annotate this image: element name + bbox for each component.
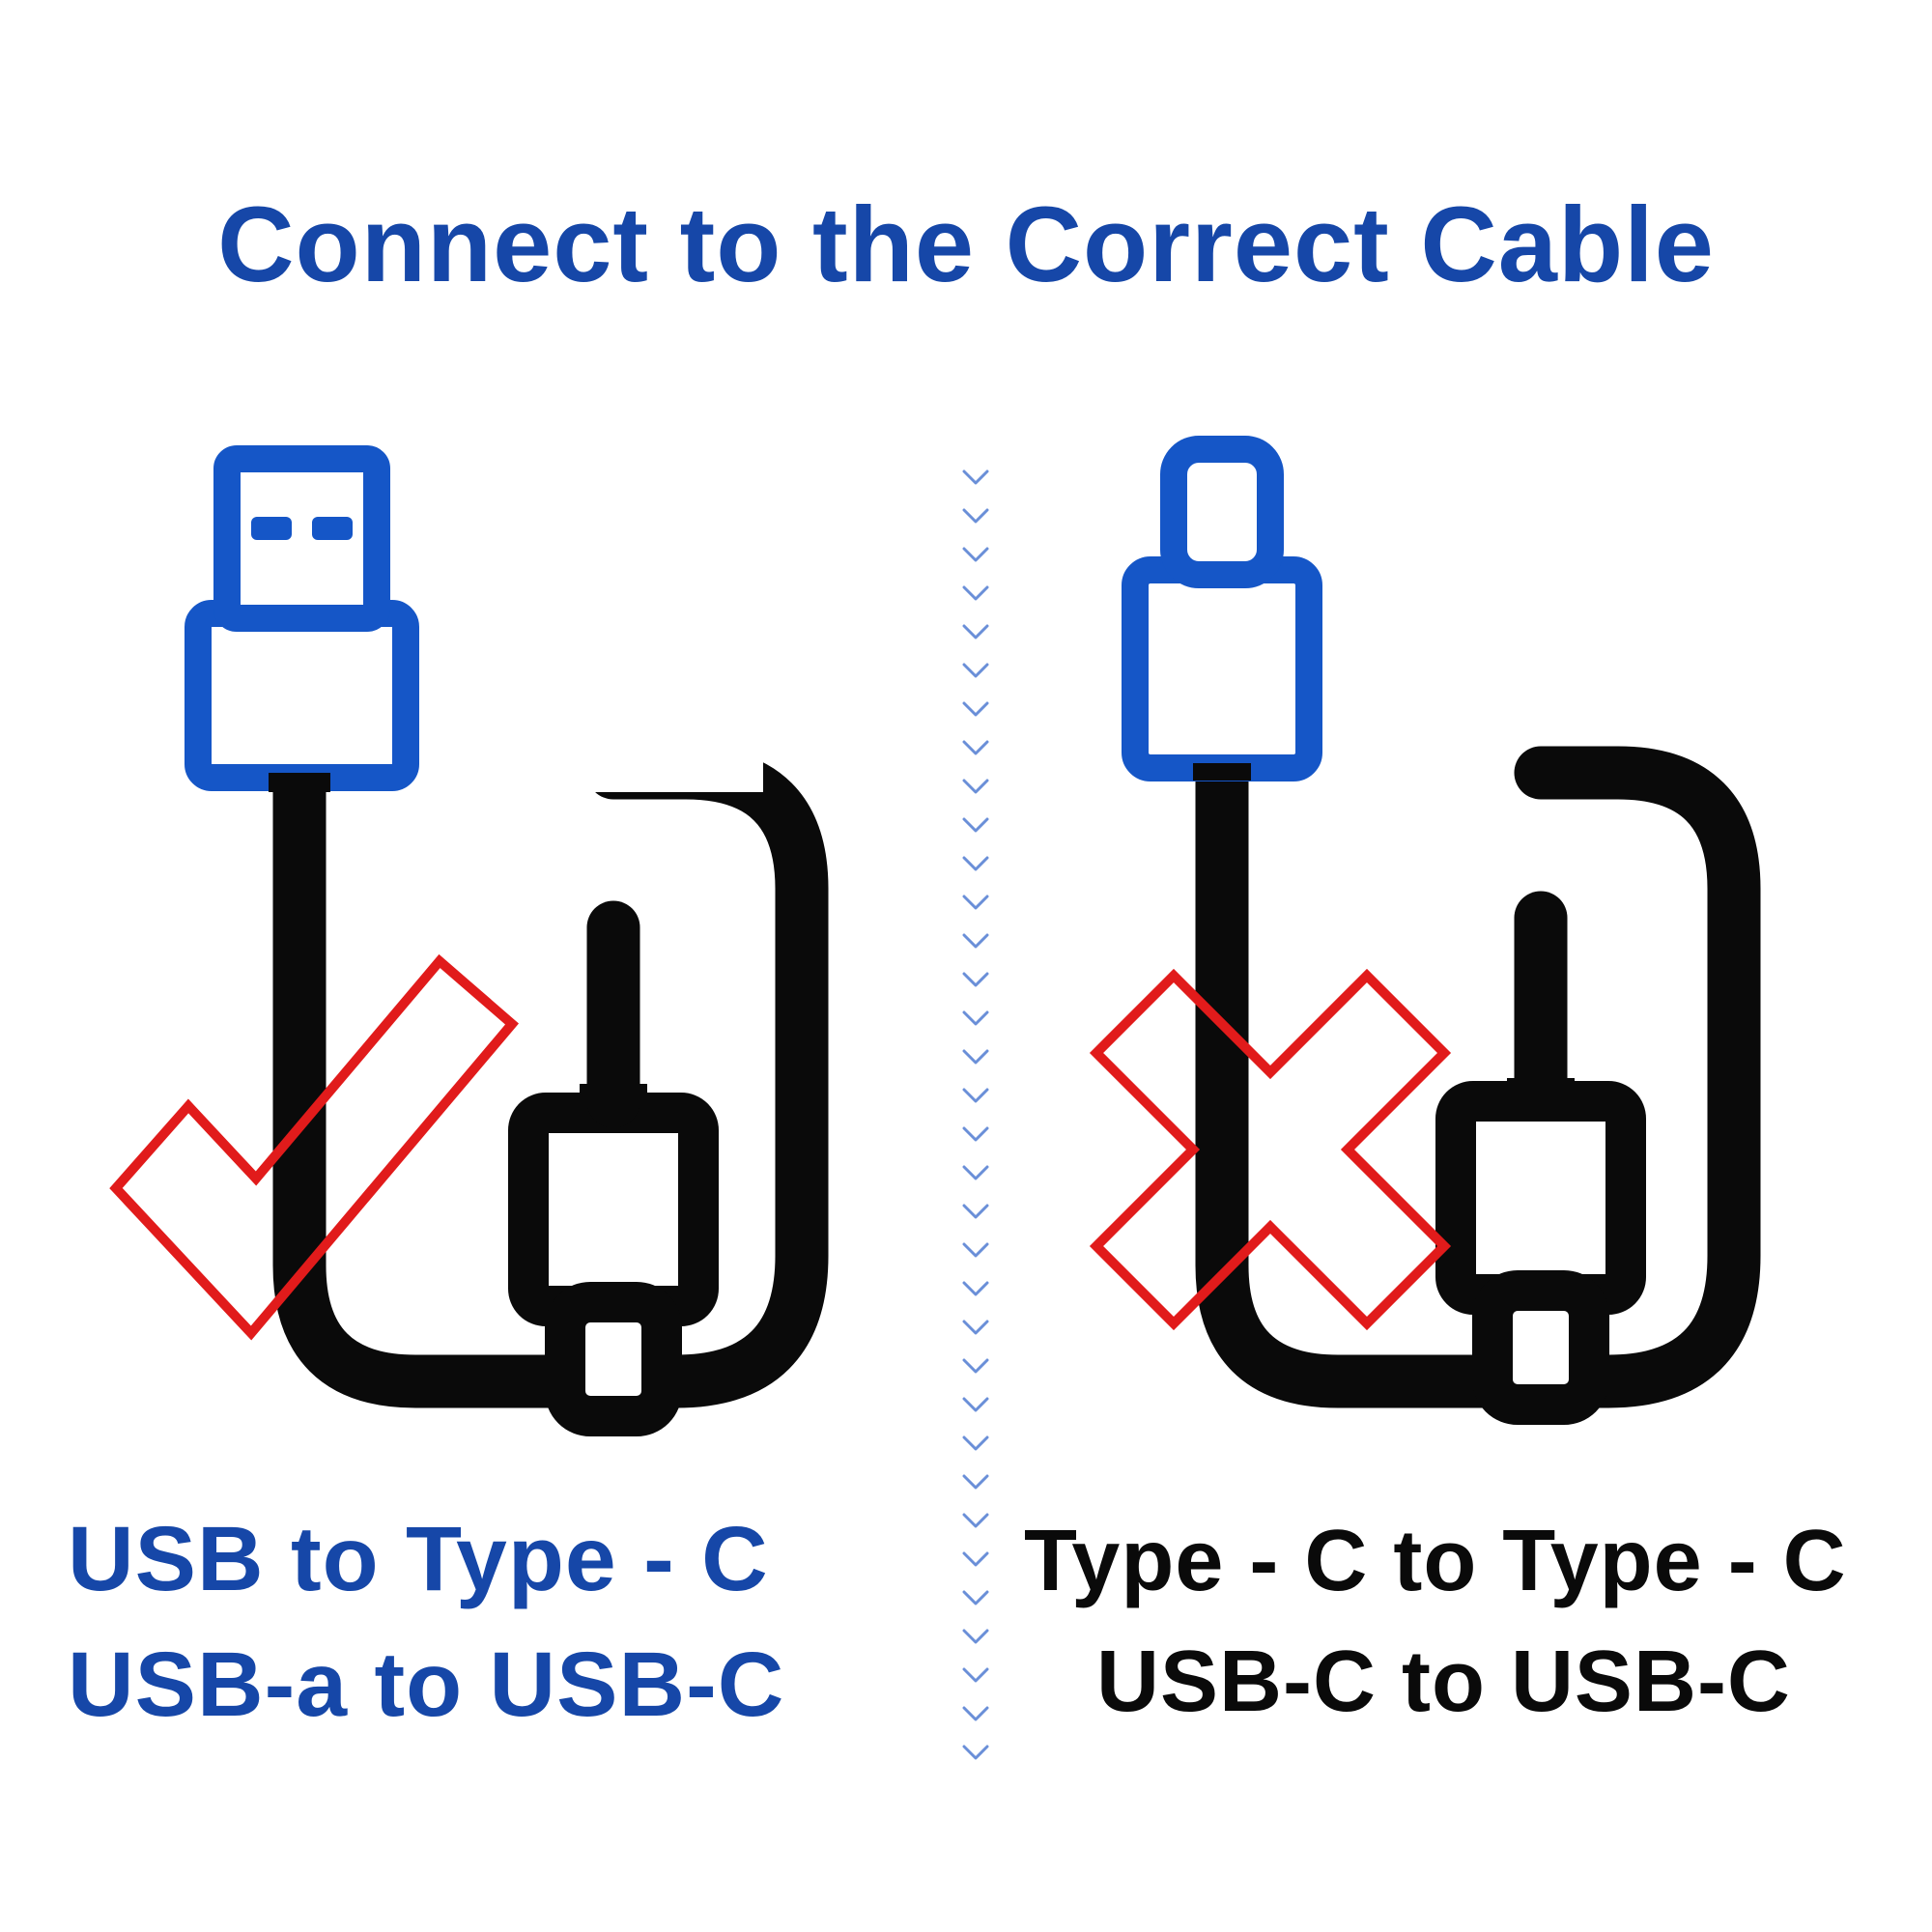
cross-icon — [1029, 425, 1898, 1439]
right-label-line1: Type - C to Type - C — [1024, 1512, 1847, 1611]
chevron-down-icon — [961, 889, 990, 918]
chevron-down-icon — [961, 1198, 990, 1227]
chevron-down-icon — [961, 773, 990, 802]
chevron-down-icon — [961, 1314, 990, 1343]
chevron-down-icon — [961, 1700, 990, 1729]
chevron-down-icon — [961, 1082, 990, 1111]
chevron-down-icon — [961, 1236, 990, 1265]
chevron-down-icon — [961, 1430, 990, 1459]
left-cable-diagram — [58, 425, 947, 1439]
page-title: Connect to the Correct Cable — [0, 184, 1932, 306]
chevron-down-icon — [961, 1507, 990, 1536]
chevron-down-icon — [961, 927, 990, 956]
chevron-down-icon — [961, 657, 990, 686]
chevron-down-icon — [961, 502, 990, 531]
chevron-down-icon — [961, 580, 990, 609]
chevron-down-icon — [961, 966, 990, 995]
chevron-down-icon — [961, 1275, 990, 1304]
chevron-down-icon — [961, 734, 990, 763]
chevron-down-icon — [961, 541, 990, 570]
right-label-line2: USB-C to USB-C — [1096, 1633, 1791, 1732]
infographic-canvas: Connect to the Correct Cable — [0, 0, 1932, 1932]
chevron-down-icon — [961, 1468, 990, 1497]
chevron-down-icon — [961, 811, 990, 840]
chevron-down-icon — [961, 464, 990, 493]
chevron-down-icon — [961, 1739, 990, 1768]
left-label-line1: USB to Type - C — [68, 1507, 769, 1612]
chevron-down-icon — [961, 1352, 990, 1381]
right-cable-diagram — [1029, 425, 1898, 1439]
chevron-down-icon — [961, 1584, 990, 1613]
chevron-down-icon — [961, 1623, 990, 1652]
vertical-divider — [956, 464, 995, 1787]
chevron-down-icon — [961, 696, 990, 724]
chevron-down-icon — [961, 618, 990, 647]
chevron-down-icon — [961, 1005, 990, 1034]
left-label-line2: USB-a to USB-C — [68, 1633, 784, 1738]
chevron-down-icon — [961, 1043, 990, 1072]
chevron-down-icon — [961, 1391, 990, 1420]
chevron-down-icon — [961, 850, 990, 879]
chevron-down-icon — [961, 1662, 990, 1690]
checkmark-icon — [58, 425, 947, 1439]
chevron-down-icon — [961, 1121, 990, 1150]
chevron-down-icon — [961, 1546, 990, 1575]
chevron-down-icon — [961, 1159, 990, 1188]
